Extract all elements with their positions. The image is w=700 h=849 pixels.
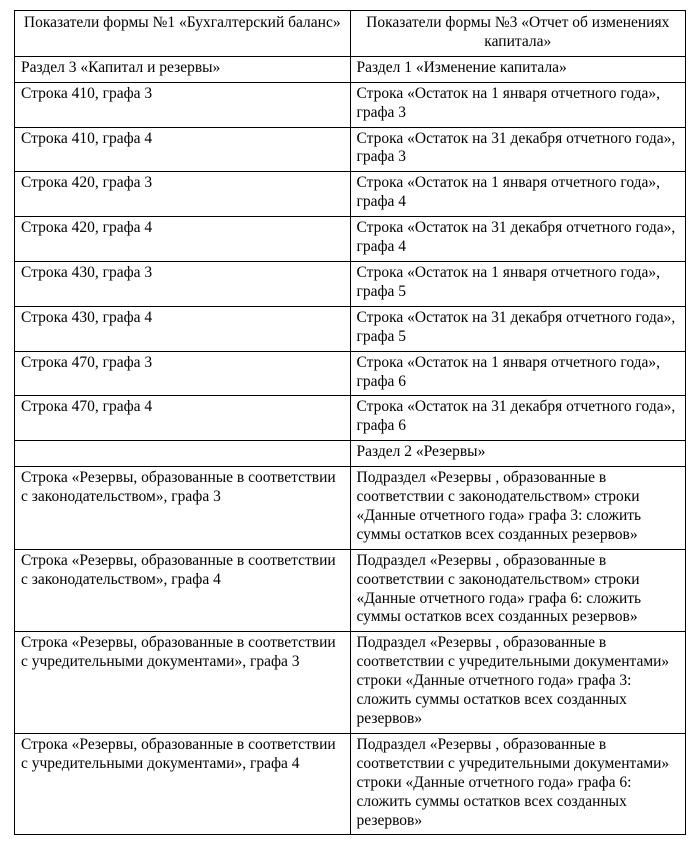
table-cell: Подраздел «Резервы , образованные в соот…: [350, 549, 686, 632]
table-row: Строка 470, графа 4 Строка «Остаток на 3…: [15, 396, 686, 441]
table-cell: Строка «Остаток на 1 января отчетного го…: [350, 351, 686, 396]
table-row: Строка 470, графа 3 Строка «Остаток на 1…: [15, 351, 686, 396]
table-row: Строка «Резервы, образованные в соответс…: [15, 467, 686, 550]
table-cell: Строка «Резервы, образованные в соответс…: [15, 467, 351, 550]
table-cell: Подраздел «Резервы , образованные в соот…: [350, 733, 686, 835]
table-cell: Строка «Резервы, образованные в соответс…: [15, 549, 351, 632]
table-cell: Строка 420, графа 3: [15, 172, 351, 217]
table-cell: Строка «Резервы, образованные в соответс…: [15, 733, 351, 835]
table-cell: Строка «Остаток на 1 января отчетного го…: [350, 82, 686, 127]
table-row: Строка «Резервы, образованные в соответс…: [15, 733, 686, 835]
table-cell: Строка «Остаток на 31 декабря отчетного …: [350, 396, 686, 441]
table-row: Раздел 3 «Капитал и резервы» Раздел 1 «И…: [15, 56, 686, 82]
table-cell: Строка 470, графа 4: [15, 396, 351, 441]
table-cell: Строка 470, графа 3: [15, 351, 351, 396]
table-row: Раздел 2 «Резервы»: [15, 441, 686, 467]
table-row: Строка 430, графа 3 Строка «Остаток на 1…: [15, 261, 686, 306]
table-cell: Подраздел «Резервы , образованные в соот…: [350, 467, 686, 550]
table-head: Показатели формы №1 «Бухгалтерский балан…: [15, 11, 686, 57]
table-cell: Раздел 3 «Капитал и резервы»: [15, 56, 351, 82]
table-cell: Раздел 2 «Резервы»: [350, 441, 686, 467]
table-row: Строка «Резервы, образованные в соответс…: [15, 549, 686, 632]
table-cell: Строка 430, графа 4: [15, 306, 351, 351]
table-cell: Строка «Остаток на 1 января отчетного го…: [350, 172, 686, 217]
table-row: Строка «Резервы, образованные в соответс…: [15, 632, 686, 734]
table-cell: Строка «Остаток на 1 января отчетного го…: [350, 261, 686, 306]
table-row: Строка 410, графа 3 Строка «Остаток на 1…: [15, 82, 686, 127]
table-cell: Строка «Остаток на 31 декабря отчетного …: [350, 306, 686, 351]
table-cell: Раздел 1 «Изменение капитала»: [350, 56, 686, 82]
table-row: Строка 420, графа 4 Строка «Остаток на 3…: [15, 217, 686, 262]
table-cell: Строка 410, графа 4: [15, 127, 351, 172]
document-page: Показатели формы №1 «Бухгалтерский балан…: [0, 0, 700, 849]
table-row: Строка 420, графа 3 Строка «Остаток на 1…: [15, 172, 686, 217]
table-cell: Строка «Остаток на 31 декабря отчетного …: [350, 217, 686, 262]
table-cell: Подраздел «Резервы , образованные в соот…: [350, 632, 686, 734]
table-row: Строка 430, графа 4 Строка «Остаток на 3…: [15, 306, 686, 351]
table-header-row: Показатели формы №1 «Бухгалтерский балан…: [15, 11, 686, 57]
comparison-table: Показатели формы №1 «Бухгалтерский балан…: [14, 10, 686, 835]
column-header: Показатели формы №1 «Бухгалтерский балан…: [15, 11, 351, 57]
table-cell: Строка «Остаток на 31 декабря отчетного …: [350, 127, 686, 172]
column-header: Показатели формы №3 «Отчет об изменениях…: [350, 11, 686, 57]
table-cell: Строка 420, графа 4: [15, 217, 351, 262]
table-cell: [15, 441, 351, 467]
table-cell: Строка «Резервы, образованные в соответс…: [15, 632, 351, 734]
table-cell: Строка 430, графа 3: [15, 261, 351, 306]
table-row: Строка 410, графа 4 Строка «Остаток на 3…: [15, 127, 686, 172]
table-cell: Строка 410, графа 3: [15, 82, 351, 127]
table-body: Раздел 3 «Капитал и резервы» Раздел 1 «И…: [15, 56, 686, 835]
